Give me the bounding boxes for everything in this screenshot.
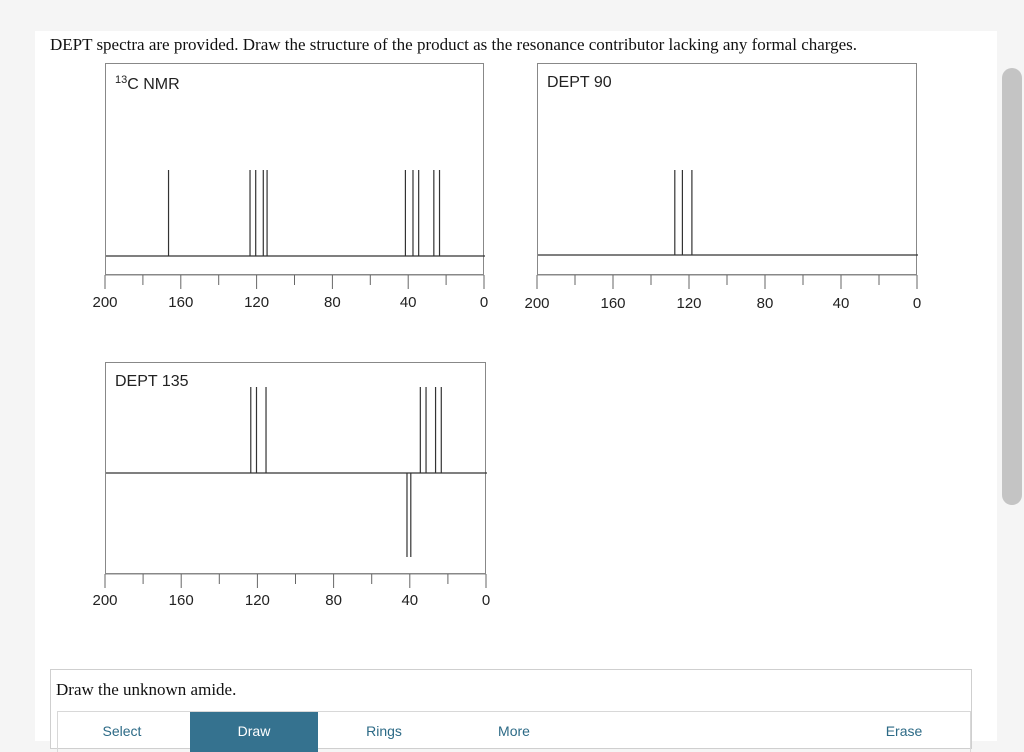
dept135-tick-label-120: 120 <box>244 592 270 609</box>
dept90-tick-label-160: 160 <box>600 295 626 312</box>
c13-tick-label-40: 40 <box>399 294 417 311</box>
select-tool-button[interactable]: Select <box>102 723 142 739</box>
dept90-tick-label-200: 200 <box>524 295 550 312</box>
dept135-axis <box>104 573 487 588</box>
dept135-tick-label-80: 80 <box>325 592 342 609</box>
more-tool-button[interactable]: More <box>498 723 530 739</box>
dept135-spectrum: DEPT 135 <box>105 362 487 574</box>
dept135-tick-label-160: 160 <box>168 592 194 609</box>
c13-nmr-title: 13C NMR <box>115 74 180 94</box>
draw-tool-button[interactable]: Draw <box>190 712 318 752</box>
dept135-peaks <box>106 387 487 557</box>
c13-title-superscript: 13 <box>115 74 128 86</box>
dept90-axis <box>536 274 918 289</box>
dept135-tick-label-200: 200 <box>92 592 118 609</box>
dept135-tick-label-0: 0 <box>481 592 491 609</box>
dept90-tick-label-120: 120 <box>676 295 702 312</box>
dept90-peaks <box>538 170 918 256</box>
draw-prompt: Draw the unknown amide. <box>56 680 237 699</box>
c13-tick-label-0: 0 <box>479 294 489 311</box>
structure-drawing-area[interactable]: Draw the unknown amide. Select Draw Ring… <box>50 669 972 752</box>
dept90-tick-label-80: 80 <box>756 295 774 312</box>
c13-tick-label-200: 200 <box>92 294 118 311</box>
rings-tool-button[interactable]: Rings <box>366 723 402 739</box>
dept135-tick-label-40: 40 <box>401 592 419 609</box>
c13-nmr-spectrum: 13C NMR <box>105 63 485 275</box>
dept90-title: DEPT 90 <box>547 74 612 91</box>
c13-tick-label-120: 120 <box>244 294 270 311</box>
drawing-toolbar: Select Draw Rings More Erase <box>57 711 971 752</box>
c13-peaks <box>106 170 485 257</box>
c13-title-text: C NMR <box>127 76 180 93</box>
c13-tick-label-160: 160 <box>168 294 194 311</box>
dept90-tick-label-0: 0 <box>912 295 922 312</box>
erase-tool-button[interactable]: Erase <box>885 723 923 739</box>
c13-tick-label-80: 80 <box>324 294 341 311</box>
dept90-tick-label-40: 40 <box>832 295 850 312</box>
c13-axis <box>104 274 485 289</box>
dept90-spectrum: DEPT 90 <box>537 63 918 275</box>
question-text: DEPT spectra are provided. Draw the stru… <box>50 35 858 54</box>
scrollbar-thumb[interactable] <box>1002 68 1022 505</box>
dept135-title: DEPT 135 <box>115 373 189 390</box>
